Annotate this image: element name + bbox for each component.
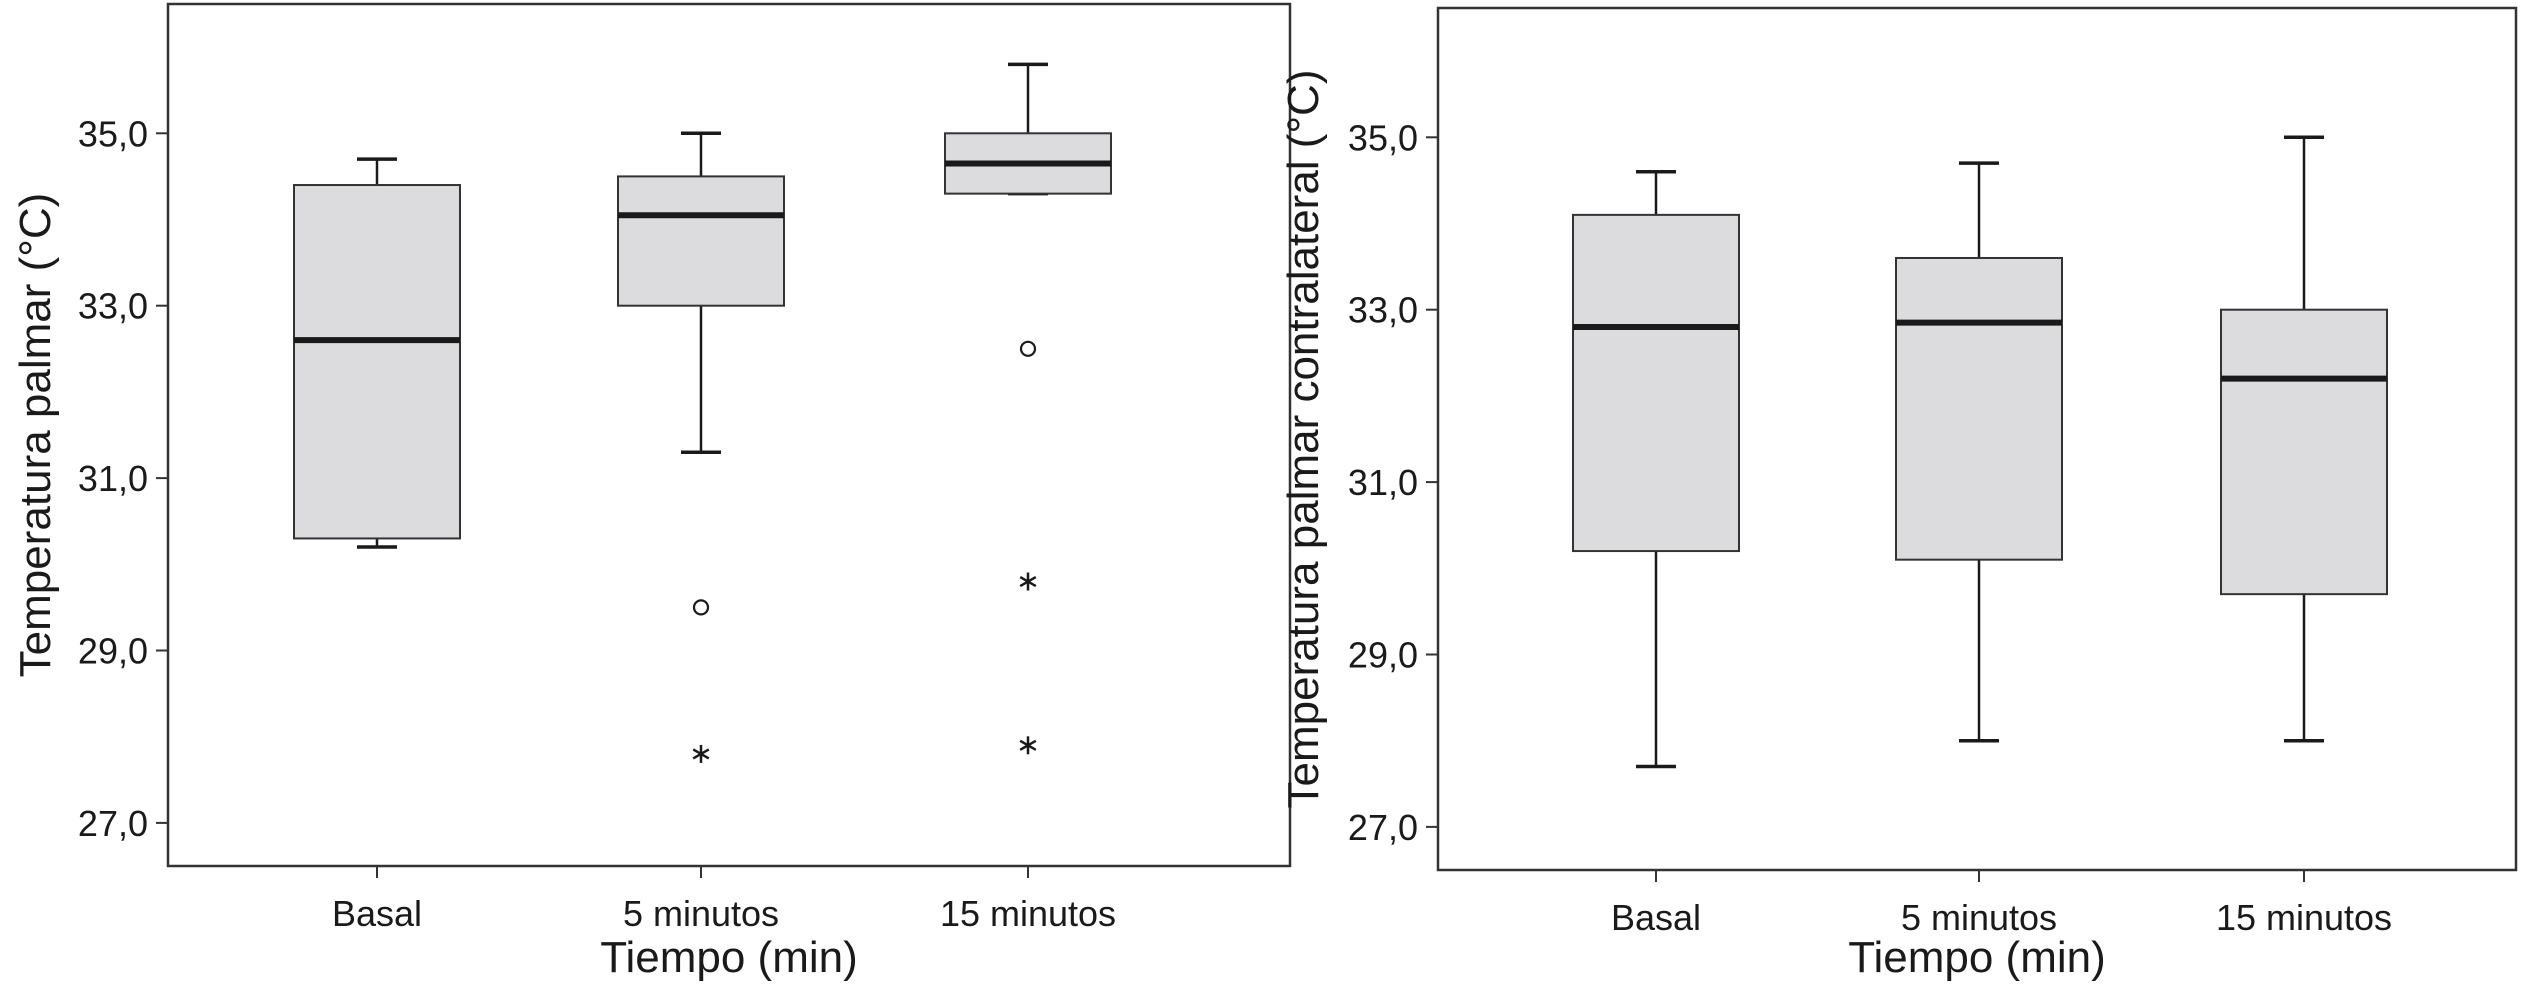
y-tick-label: 29,0: [78, 631, 148, 672]
y-tick-label: 31,0: [1348, 462, 1418, 503]
asterisk-stroke: [692, 748, 710, 760]
iqr-box: [2220, 308, 2388, 596]
y-tick-label: 31,0: [78, 458, 148, 499]
iqr-box: [1895, 256, 2063, 561]
iqr-box: [293, 184, 461, 540]
box-group-2: [1895, 161, 2063, 743]
extreme-point: [692, 744, 710, 763]
y-tick-label: 29,0: [1348, 635, 1418, 676]
outlier-point: [692, 599, 710, 616]
asterisk-stroke: [1019, 575, 1037, 588]
y-tick-label: 27,0: [78, 803, 148, 844]
box-group-3: [2220, 135, 2388, 743]
x-axis-title: Tiempo (min): [1848, 933, 2106, 982]
x-tick-label: 15 minutos: [940, 893, 1116, 934]
x-tick-label: Basal: [332, 893, 422, 934]
box-group-1: [1572, 170, 1740, 769]
iqr-box: [1572, 213, 1740, 553]
y-tick-label: 35,0: [78, 113, 148, 154]
chart-panel-2: 27,0 29,0 31,0 33,0 35,0 Basal 5 minutos 15 min…: [1279, 6, 2518, 982]
y-tick-label: 27,0: [1348, 807, 1418, 848]
x-tick-label: 5 minutos: [623, 893, 779, 934]
extreme-point: [1019, 736, 1037, 755]
plot-frame: [1436, 6, 2518, 872]
plot-frame: [166, 2, 1292, 868]
y-tick-label: 33,0: [78, 286, 148, 327]
x-axis-title: Tiempo (min): [600, 933, 858, 982]
y-tick-label: 35,0: [1348, 117, 1418, 158]
y-tick-label: 33,0: [1348, 290, 1418, 331]
x-tick-label: 5 minutos: [1901, 897, 2057, 938]
box-group-2: [617, 131, 785, 763]
x-tick-label: Basal: [1611, 897, 1701, 938]
extreme-point: [1019, 572, 1037, 591]
x-tick-label: 15 minutos: [2216, 897, 2392, 938]
asterisk-stroke: [1019, 739, 1037, 751]
box-group-1: [293, 157, 461, 549]
outlier-point: [1019, 340, 1037, 357]
chart-panel-1: 27,0 29,0 31,0 33,0 35,0 Basal 5 minutos 15 min…: [11, 2, 1292, 982]
y-axis-title: Temperatura palmar (°C): [11, 193, 60, 678]
y-axis-title: Temperatura palmar contralateral (°C): [1279, 70, 1328, 809]
box-group-3: [944, 62, 1112, 755]
iqr-box: [617, 175, 785, 307]
